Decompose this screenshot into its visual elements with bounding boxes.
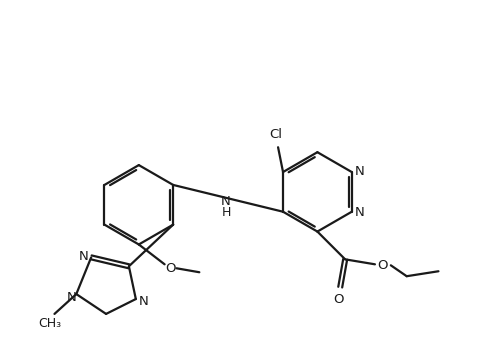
Text: O: O [378,259,388,272]
Text: N: N [78,250,88,263]
Text: CH₃: CH₃ [38,317,61,330]
Text: O: O [333,292,343,306]
Text: N: N [355,206,365,219]
Text: N: N [221,195,231,208]
Text: N: N [355,165,365,178]
Text: Cl: Cl [270,128,283,141]
Text: N: N [139,295,149,308]
Text: N: N [67,291,76,303]
Text: H: H [221,206,231,219]
Text: O: O [165,262,176,275]
